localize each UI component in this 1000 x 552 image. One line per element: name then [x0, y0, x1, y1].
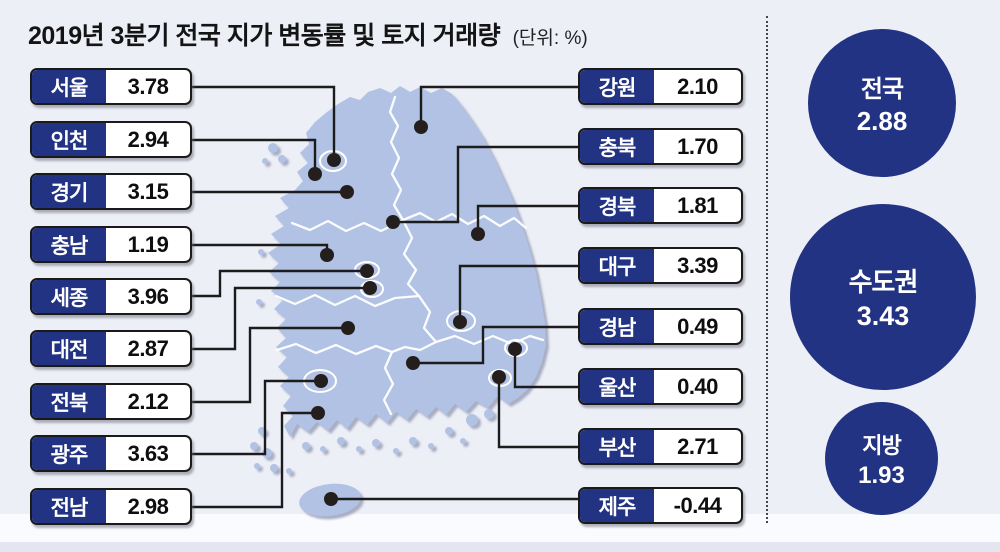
- region-box-gyeonggi: 경기 3.15: [30, 173, 192, 210]
- region-value: 2.87: [127, 335, 169, 361]
- connector-gyeongbuk: [476, 204, 578, 234]
- connector-daegu: [458, 264, 578, 322]
- title-text: 2019년 3분기 전국 지가 변동률 및 토지 거래량: [28, 22, 501, 50]
- connector-seoul: [192, 85, 336, 160]
- region-box-jeonnam: 전남 2.98: [30, 488, 192, 525]
- region-value: 1.81: [677, 192, 718, 218]
- region-name: 제주: [580, 489, 654, 522]
- connector-busan: [497, 377, 578, 449]
- region-name: 강원: [580, 70, 654, 103]
- region-box-chungbuk: 충북 1.70: [578, 128, 743, 165]
- region-name: 경기: [32, 175, 106, 208]
- dot-gangwon: [414, 120, 428, 134]
- region-box-seoul: 서울 3.78: [30, 68, 192, 105]
- map-dots: [308, 120, 522, 506]
- region-value: 3.96: [127, 283, 169, 309]
- region-value: -0.44: [673, 492, 722, 518]
- region-name: 부산: [580, 430, 654, 463]
- connector-gangwon: [419, 85, 578, 127]
- region-name: 경남: [580, 310, 654, 343]
- connector-gyeongnam: [413, 325, 578, 365]
- region-value: 0.49: [677, 313, 718, 339]
- region-box-gangwon: 강원 2.10: [578, 68, 743, 105]
- region-box-gwangju: 광주 3.63: [30, 435, 192, 472]
- dot-incheon: [308, 167, 322, 181]
- province-borders: [274, 95, 545, 416]
- region-name: 인천: [32, 123, 106, 156]
- summary-value: 1.93: [858, 461, 905, 489]
- region-box-sejong: 세종 3.96: [30, 278, 192, 315]
- summary-label: 수도권: [848, 267, 919, 297]
- region-value: 2.94: [127, 126, 169, 152]
- region-value: 3.39: [677, 252, 718, 278]
- region-box-gyeongbuk: 경북 1.81: [578, 187, 743, 224]
- region-name: 전남: [32, 490, 106, 523]
- region-name: 대구: [580, 249, 654, 282]
- region-name: 울산: [580, 370, 654, 403]
- bottom-strip: [0, 542, 1000, 552]
- region-value: 0.40: [677, 373, 718, 399]
- connector-daejeon: [192, 286, 370, 351]
- dot-gyeongbuk: [471, 227, 485, 241]
- dot-sejong: [360, 264, 374, 278]
- region-name: 광주: [32, 437, 106, 470]
- connector-ulsan: [513, 349, 578, 389]
- summary-circle-capital-area: 수도권 3.43: [790, 204, 976, 390]
- dot-jeju: [324, 492, 338, 506]
- region-value: 1.70: [677, 133, 718, 159]
- region-name: 경북: [580, 189, 654, 222]
- region-value: 2.98: [127, 493, 169, 519]
- connector-jeonbuk: [192, 326, 348, 404]
- region-name: 충북: [580, 130, 654, 163]
- region-box-daegu: 대구 3.39: [578, 247, 743, 284]
- dot-jeonbuk: [341, 321, 355, 335]
- dotted-divider: [766, 16, 768, 523]
- region-name: 서울: [32, 70, 106, 103]
- region-value: 3.78: [127, 73, 169, 99]
- region-box-incheon: 인천 2.94: [30, 121, 192, 158]
- page-title: 2019년 3분기 전국 지가 변동률 및 토지 거래량 (단위: %): [28, 16, 588, 52]
- title-unit: (단위: %): [512, 28, 588, 49]
- region-value: 2.12: [127, 388, 169, 414]
- region-value: 3.15: [127, 178, 169, 204]
- region-value: 3.63: [127, 440, 169, 466]
- summary-value: 3.43: [856, 301, 910, 331]
- dot-gwangju: [314, 374, 328, 388]
- summary-label: 전국: [860, 76, 904, 103]
- dot-gyeongnam: [406, 356, 420, 370]
- region-box-chungnam: 충남 1.19: [30, 226, 192, 263]
- region-box-daejeon: 대전 2.87: [30, 330, 192, 367]
- summary-circle-provinces: 지방 1.93: [825, 402, 938, 515]
- region-value: 2.71: [677, 433, 718, 459]
- region-box-busan: 부산 2.71: [578, 428, 743, 465]
- region-box-jeonbuk: 전북 2.12: [30, 383, 192, 420]
- region-name: 충남: [32, 228, 106, 261]
- dot-jeonnam: [311, 406, 325, 420]
- dot-ulsan: [508, 342, 522, 356]
- region-box-jeju: 제주 -0.44: [578, 487, 743, 524]
- connector-chungbuk: [393, 145, 578, 224]
- region-value: 1.19: [127, 231, 169, 257]
- dot-seoul: [327, 153, 341, 167]
- dot-daegu: [453, 315, 467, 329]
- dot-busan: [492, 370, 506, 384]
- connector-incheon: [192, 138, 317, 174]
- summary-circle-national: 전국 2.88: [808, 29, 956, 177]
- region-name: 전북: [32, 385, 106, 418]
- connector-jeonnam: [192, 411, 318, 509]
- summary-label: 지방: [862, 432, 901, 458]
- region-value: 2.10: [677, 73, 718, 99]
- region-box-ulsan: 울산 0.40: [578, 368, 743, 405]
- region-name: 세종: [32, 280, 106, 313]
- dot-gyeonggi: [340, 185, 354, 199]
- dot-daejeon: [363, 281, 377, 295]
- connector-sejong: [192, 269, 367, 298]
- region-name: 대전: [32, 332, 106, 365]
- connector-gwangju: [192, 379, 321, 456]
- region-box-gyeongnam: 경남 0.49: [578, 308, 743, 345]
- dot-chungnam: [320, 248, 334, 262]
- dot-chungbuk: [386, 215, 400, 229]
- summary-value: 2.88: [856, 106, 908, 136]
